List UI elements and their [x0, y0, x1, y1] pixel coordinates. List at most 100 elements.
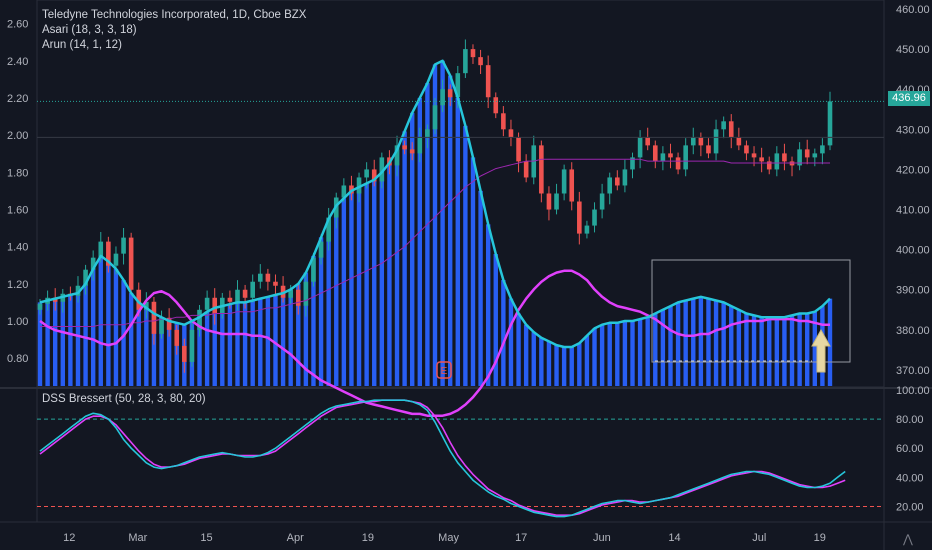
left-axis-tick: 1.60: [7, 204, 28, 216]
histogram-bar: [493, 254, 498, 386]
histogram-bar: [410, 112, 415, 387]
candle-body: [379, 157, 385, 182]
histogram-bar: [432, 64, 438, 386]
time-axis-tick: Jul: [752, 532, 766, 544]
candle-body: [197, 309, 202, 330]
histogram-bar: [242, 302, 248, 386]
histogram-bar: [782, 317, 787, 386]
histogram-bar: [827, 298, 833, 386]
candle-body: [136, 289, 142, 310]
arrow-up-icon: [811, 328, 831, 373]
candle-body: [113, 253, 119, 266]
histogram-bar: [318, 237, 324, 386]
histogram-bar: [45, 300, 50, 386]
histogram-bar: [508, 298, 514, 386]
time-axis-tick: 12: [63, 532, 75, 544]
time-axis-tick: 14: [668, 532, 680, 544]
candle-body: [607, 177, 613, 194]
left-axis-tick: 2.60: [7, 19, 28, 31]
histogram-bar: [622, 320, 628, 386]
histogram-bar: [250, 300, 255, 386]
candle-body: [706, 145, 711, 154]
candle-body: [812, 153, 818, 158]
histogram-bar: [675, 302, 681, 386]
histogram-bar: [691, 298, 696, 386]
time-axis-tick: 17: [515, 532, 527, 544]
candle-body: [455, 73, 461, 98]
time-axis-tick: Jun: [593, 532, 611, 544]
histogram-bar: [440, 60, 445, 386]
histogram-bar: [334, 205, 339, 386]
histogram-bar: [561, 346, 567, 386]
histogram-bar: [577, 343, 582, 386]
histogram-bar: [478, 190, 483, 386]
candle-body: [311, 257, 316, 282]
histogram-bar: [653, 313, 658, 386]
candle-body: [736, 137, 742, 146]
candle-body: [728, 121, 734, 138]
candle-body: [204, 297, 210, 310]
right-axis-tick: 400.00: [896, 245, 930, 257]
candle-body: [615, 177, 620, 186]
histogram-bar: [713, 300, 719, 386]
candle-body: [182, 345, 187, 362]
histogram-bar: [463, 125, 468, 387]
candle-body: [257, 273, 263, 282]
earnings-marker-label: E: [441, 366, 448, 377]
candle-body: [394, 145, 400, 166]
tradingview-logo-icon[interactable]: ⋀: [903, 532, 913, 546]
histogram-bar: [668, 306, 673, 386]
candle-body: [227, 297, 233, 302]
candle-body: [660, 153, 666, 162]
histogram-bar: [751, 315, 757, 386]
histogram-bar: [387, 162, 392, 386]
candle-body: [288, 289, 293, 298]
left-axis-tick: 1.80: [7, 167, 28, 179]
candle-body: [561, 169, 567, 194]
histogram-bar: [326, 218, 331, 386]
candle-body: [128, 237, 134, 290]
candle-body: [166, 317, 172, 330]
histogram-bar: [645, 317, 650, 386]
histogram-bar: [288, 289, 293, 386]
histogram-bar: [37, 302, 43, 386]
candle-body: [652, 145, 658, 162]
histogram-bar: [789, 315, 795, 386]
histogram-bar: [280, 293, 286, 386]
histogram-bar: [584, 335, 590, 386]
histogram-bar: [341, 198, 347, 386]
candle-body: [577, 201, 582, 234]
histogram-bar: [235, 302, 240, 386]
candle-body: [523, 161, 529, 178]
histogram-bar: [729, 306, 734, 386]
candle-body: [569, 169, 575, 202]
candle-body: [668, 153, 673, 158]
right-axis-tick: 390.00: [896, 285, 930, 297]
histogram-bar: [721, 302, 726, 386]
histogram-bar: [166, 320, 172, 386]
candle-body: [584, 225, 590, 234]
histogram-bar: [425, 83, 430, 386]
candle-body: [463, 49, 468, 74]
candle-body: [303, 281, 309, 306]
histogram-bar: [607, 322, 612, 386]
candle-body: [159, 317, 164, 334]
candles: [37, 39, 833, 373]
candle-body: [508, 129, 514, 138]
candle-body: [341, 185, 347, 198]
histogram-bar: [531, 332, 536, 386]
candle-body: [364, 169, 369, 178]
candle-body: [804, 149, 810, 158]
candle-body: [744, 145, 749, 154]
candle-body: [144, 301, 149, 310]
candle-body: [698, 137, 704, 146]
candle-body: [189, 329, 195, 362]
right-axis-tick: 420.00: [896, 164, 930, 176]
lower-axis-tick: 80.00: [896, 414, 924, 426]
earnings-marker-icon: [436, 361, 452, 379]
histogram-bar: [364, 183, 369, 386]
lower-axis-tick: 60.00: [896, 443, 924, 455]
histogram-bar: [60, 296, 65, 386]
histogram-bar: [379, 172, 385, 386]
